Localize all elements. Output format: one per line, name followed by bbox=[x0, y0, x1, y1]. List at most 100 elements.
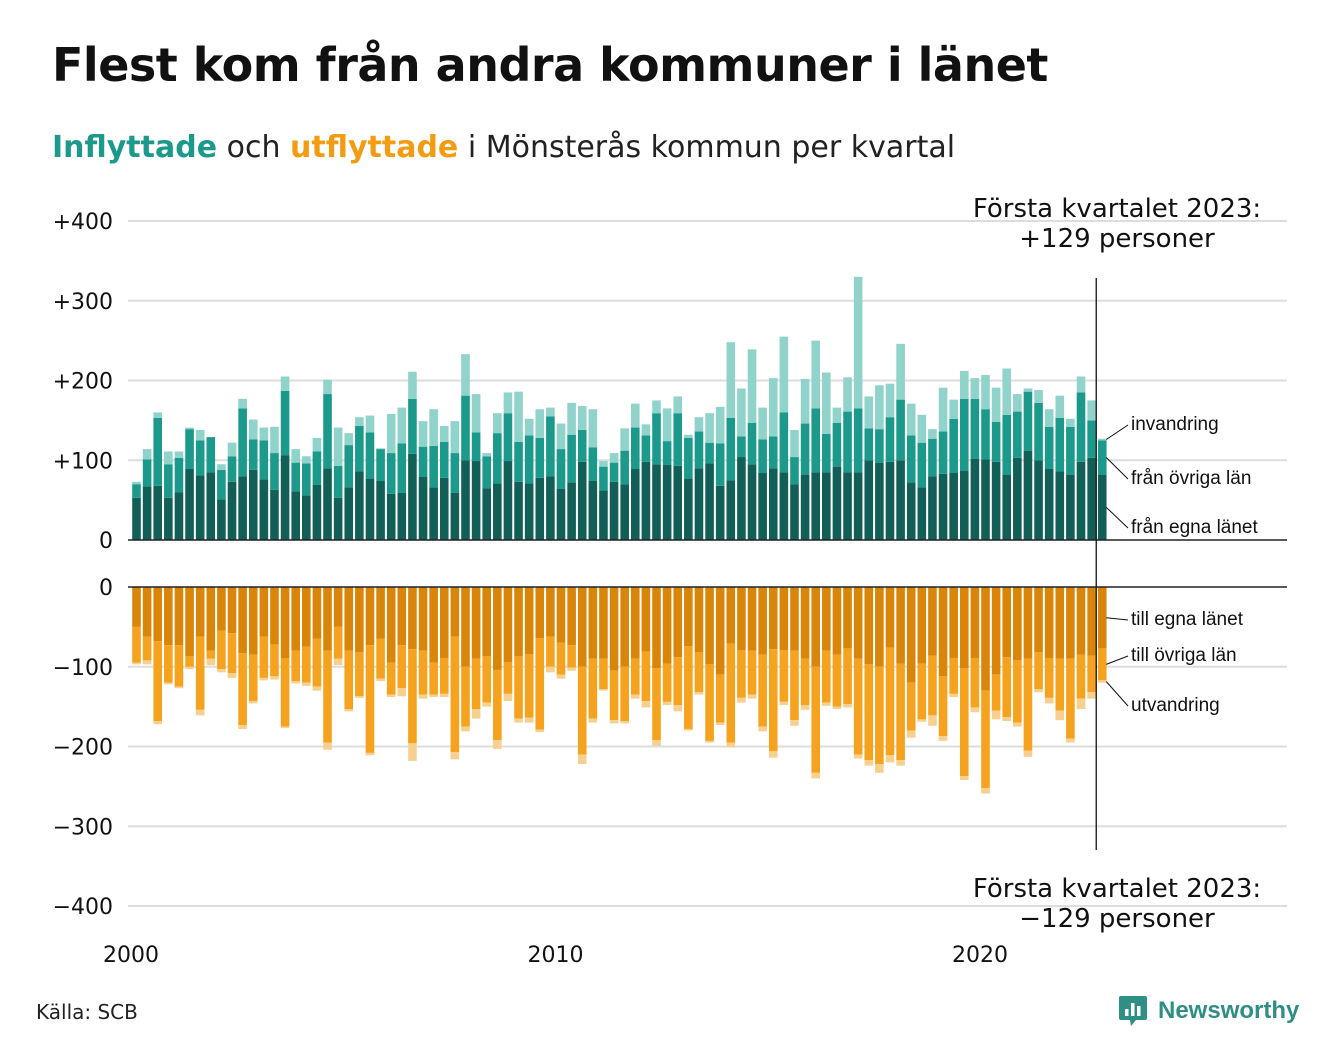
bar-out-county bbox=[546, 636, 555, 667]
bar-in-county bbox=[344, 445, 354, 488]
bar-out-local bbox=[1044, 587, 1054, 658]
bar-out-foreign bbox=[280, 726, 290, 729]
bar-out-county bbox=[355, 652, 364, 697]
bar-out-foreign bbox=[376, 678, 385, 682]
bar-in-local bbox=[737, 457, 746, 540]
bar-in-foreign bbox=[153, 412, 163, 418]
bar-in-county bbox=[185, 429, 194, 470]
bar-in-foreign bbox=[662, 408, 672, 442]
bar-in-foreign bbox=[195, 429, 205, 441]
bar-out-foreign bbox=[577, 754, 587, 765]
axis-labels: +400 +300 +200 +100 0 0 −100 −200 −300 −400 2000 20… bbox=[53, 210, 1287, 968]
bar-in-local bbox=[949, 473, 958, 540]
bar-in-local bbox=[270, 489, 279, 540]
bar-in-foreign bbox=[811, 340, 820, 409]
bar-out-foreign bbox=[1055, 710, 1065, 721]
bar-in-county bbox=[514, 441, 523, 482]
bar-out-county bbox=[323, 650, 332, 743]
bar-in-local bbox=[758, 473, 767, 540]
bar-out-foreign bbox=[811, 772, 820, 779]
newsworthy-logo: Newsworthy bbox=[1118, 994, 1299, 1028]
bar-in-local bbox=[684, 478, 693, 540]
bar-in-county bbox=[1044, 426, 1054, 470]
bar-in-county bbox=[630, 427, 640, 470]
bar-out-county bbox=[811, 666, 820, 773]
bar-in-foreign bbox=[185, 427, 194, 430]
bar-in-foreign bbox=[546, 407, 555, 417]
bar-out-county bbox=[843, 648, 852, 705]
bar-in-county bbox=[684, 437, 693, 479]
bar-in-local bbox=[302, 495, 311, 540]
chart-subtitle: Inflyttade och utflyttade i Mönsterås ko… bbox=[52, 130, 955, 165]
bar-in-foreign bbox=[630, 403, 640, 428]
bar-out-county bbox=[397, 645, 407, 689]
bar-out-local bbox=[493, 587, 502, 670]
bar-in-local bbox=[386, 493, 396, 541]
bar-out-foreign bbox=[779, 701, 789, 706]
bar-in-county bbox=[991, 421, 1001, 462]
bar-in-local bbox=[164, 497, 173, 540]
bar-out-foreign bbox=[652, 740, 661, 746]
bar-in-local bbox=[418, 477, 428, 540]
bar-out-foreign bbox=[970, 707, 980, 713]
bar-in-local bbox=[673, 465, 683, 540]
bar-in-local bbox=[906, 482, 916, 540]
bar-in-foreign bbox=[832, 407, 842, 423]
series-end-labels: invandring från övriga län från egna länet… bbox=[1105, 414, 1258, 716]
bar-out-local bbox=[970, 587, 980, 658]
end-label: utvandring bbox=[1131, 695, 1220, 716]
bar-in-local bbox=[843, 472, 852, 540]
bar-in-local bbox=[153, 485, 163, 540]
bar-in-foreign bbox=[875, 385, 884, 430]
bar-in-county bbox=[906, 435, 916, 483]
bar-out-county bbox=[726, 643, 736, 743]
bar-out-foreign bbox=[1044, 697, 1054, 704]
bar-out-county bbox=[620, 666, 629, 721]
bar-out-local bbox=[906, 587, 916, 683]
bar-in-local bbox=[1055, 471, 1065, 540]
bar-out-county bbox=[641, 651, 651, 702]
bar-in-county bbox=[323, 394, 332, 469]
bar-in-county bbox=[832, 422, 842, 467]
bar-out-local bbox=[323, 587, 332, 651]
bar-in-local bbox=[546, 476, 555, 540]
bar-in-foreign bbox=[248, 419, 258, 440]
bar-out-county bbox=[206, 650, 216, 659]
bar-in-county bbox=[758, 439, 767, 473]
bar-out-foreign bbox=[832, 706, 842, 710]
bar-in-foreign bbox=[853, 276, 863, 409]
bar-out-foreign bbox=[365, 752, 375, 756]
bar-in-foreign bbox=[1023, 388, 1033, 392]
bar-in-local bbox=[344, 487, 354, 540]
end-label: till övriga län bbox=[1131, 645, 1237, 666]
bar-in-foreign bbox=[1002, 368, 1012, 415]
bar-in-local bbox=[1087, 457, 1096, 540]
bar-in-foreign bbox=[323, 379, 332, 395]
bar-in-county bbox=[652, 413, 661, 465]
bar-in-local bbox=[715, 485, 725, 540]
bar-in-foreign bbox=[429, 409, 438, 446]
bar-out-local bbox=[747, 587, 757, 651]
bar-out-foreign bbox=[1023, 750, 1033, 757]
bar-out-foreign bbox=[715, 722, 725, 725]
bar-out-foreign bbox=[323, 742, 332, 750]
bar-out-county bbox=[991, 674, 1001, 711]
bar-out-local bbox=[864, 587, 874, 665]
bar-in-local bbox=[259, 479, 269, 540]
bar-in-county bbox=[524, 435, 534, 484]
bar-out-local bbox=[609, 587, 619, 671]
bar-out-county bbox=[875, 666, 884, 765]
bar-in-local bbox=[227, 481, 237, 540]
bar-out-local bbox=[227, 587, 237, 634]
bar-in-foreign bbox=[450, 421, 460, 454]
annotation-text: +129 personer bbox=[1019, 224, 1215, 254]
bar-in-foreign bbox=[270, 426, 279, 454]
subtitle-och: och bbox=[226, 130, 281, 165]
bar-in-county bbox=[938, 431, 948, 474]
bar-in-foreign bbox=[259, 427, 269, 441]
bar-out-local bbox=[1034, 587, 1043, 653]
bar-out-local bbox=[822, 587, 831, 651]
bar-in-local bbox=[938, 473, 948, 540]
bar-out-county bbox=[312, 638, 322, 687]
